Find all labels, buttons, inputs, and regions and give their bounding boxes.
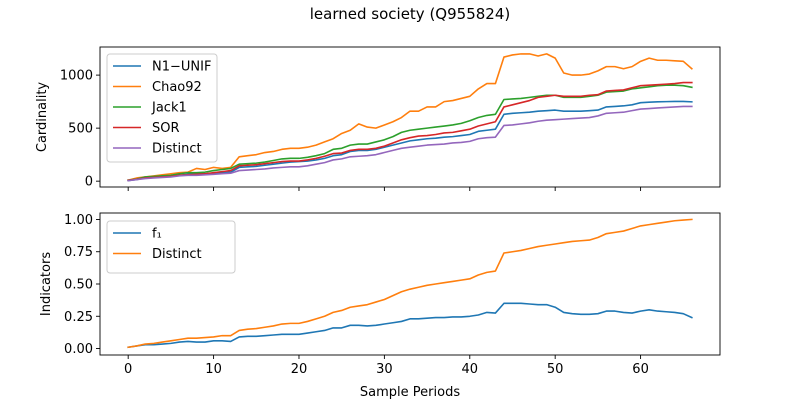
bottom-legend-label-distinct: Distinct — [152, 247, 202, 262]
top-y-axis: 0 500 1000 — [60, 69, 100, 190]
top-series-lines — [127, 53, 693, 182]
bottom-y-tick-label: 1.00 — [64, 213, 93, 228]
bottom-y-tick-label: 0.50 — [64, 278, 93, 293]
bottom-y-axis: 0.00 0.25 0.50 0.75 1.00 — [64, 213, 100, 357]
top-y-axis-label: Cardinality — [35, 82, 50, 153]
bottom-x-tick-label: 10 — [205, 362, 222, 377]
bottom-panel: 0 10 20 30 40 50 60 0.00 0.25 0.50 0.75 1.00 Indicat… — [39, 212, 721, 400]
bottom-y-tick-label: 0.00 — [64, 342, 93, 357]
top-y-tick-label: 500 — [68, 122, 93, 137]
top-series-line-chao92-1 — [127, 53, 693, 182]
figure-title: learned society (Q955824) — [310, 5, 510, 23]
top-legend: N1−UNIF Chao92 Jack1 SOR Distinct — [106, 53, 218, 163]
top-y-tick-label: 1000 — [60, 69, 93, 84]
top-legend-box — [106, 53, 218, 163]
top-legend-label-distinct: Distinct — [152, 142, 202, 157]
bottom-series-lines — [127, 218, 693, 349]
bottom-legend-box — [106, 220, 236, 274]
top-series-line-distinct-4 — [127, 105, 693, 182]
top-axes-frame — [99, 46, 721, 188]
top-legend-label-chao92: Chao92 — [152, 80, 202, 95]
top-legend-label-n1-unif: N1−UNIF — [152, 60, 211, 75]
top-x-axis — [127, 187, 642, 191]
top-panel: 0 500 1000 Cardinality N1−UNIF Chao92 Jack1 SOR… — [35, 46, 721, 191]
bottom-x-axis: 0 10 20 30 40 50 60 — [124, 355, 649, 377]
bottom-y-axis-label: Indicators — [39, 252, 54, 316]
top-y-tick-label: 0 — [85, 175, 93, 190]
bottom-x-tick-label: 30 — [376, 362, 393, 377]
top-series-line-n1-unif-0 — [127, 100, 693, 182]
bottom-x-tick-label: 20 — [291, 362, 308, 377]
bottom-y-tick-label: 0.75 — [64, 245, 93, 260]
bottom-x-tick-label: 0 — [124, 362, 132, 377]
top-series-line-sor-3 — [127, 81, 693, 182]
bottom-x-tick-label: 50 — [547, 362, 564, 377]
bottom-x-axis-label: Sample Periods — [360, 385, 460, 400]
bottom-x-tick-label: 40 — [462, 362, 479, 377]
bottom-legend: f₁ Distinct — [106, 220, 236, 274]
bottom-x-tick-label: 60 — [632, 362, 649, 377]
bottom-legend-label-f: f₁ — [152, 227, 162, 242]
top-legend-label-jack1: Jack1 — [151, 101, 187, 116]
bottom-series-line-f-0 — [127, 302, 693, 349]
top-legend-label-sor: SOR — [152, 121, 180, 136]
bottom-y-tick-label: 0.25 — [64, 310, 93, 325]
bottom-series-line-distinct-1 — [127, 218, 693, 349]
